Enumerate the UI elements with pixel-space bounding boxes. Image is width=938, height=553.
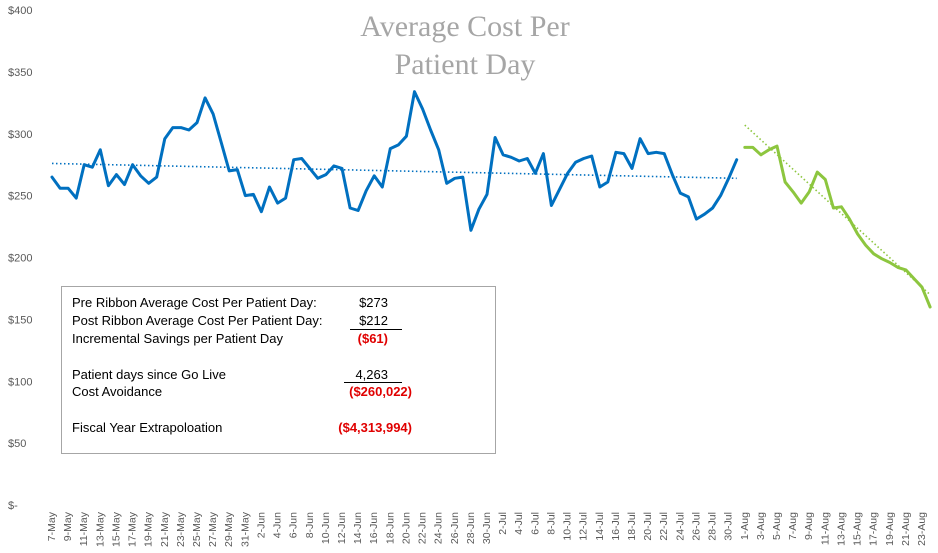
- x-tick-label: 30-Jun: [481, 512, 493, 544]
- x-tick-label: 17-Aug: [868, 512, 880, 546]
- x-tick-label: 9-Aug: [803, 512, 815, 540]
- y-tick-label: $150: [8, 314, 32, 326]
- x-tick-label: 13-Aug: [835, 512, 847, 546]
- pre-ribbon-value: $273: [359, 295, 388, 310]
- x-tick-label: 15-May: [110, 511, 122, 547]
- x-tick-label: 7-Aug: [787, 512, 799, 540]
- x-tick-label: 29-May: [223, 511, 235, 547]
- x-tick-label: 6-Jul: [529, 512, 541, 535]
- x-tick-label: 12-Jun: [336, 512, 348, 544]
- x-tick-label: 4-Jul: [513, 512, 525, 535]
- pre-ribbon-label: Pre Ribbon Average Cost Per Patient Day:: [72, 295, 317, 310]
- x-tick-label: 10-Jul: [562, 512, 574, 541]
- x-tick-label: 4-Jun: [272, 512, 284, 538]
- x-tick-label: 12-Jul: [578, 512, 590, 541]
- y-axis-ticks: $- $50 $100 $150 $200 $250 $300 $350 $400: [8, 5, 32, 512]
- fy-extrapolation-label: Fiscal Year Extrapoloation: [72, 420, 223, 435]
- x-tick-label: 25-May: [191, 511, 203, 547]
- x-tick-label: 14-Jun: [352, 512, 364, 544]
- x-tick-label: 28-Jun: [465, 512, 477, 544]
- x-axis-ticks: 7-May 9-May 11-May 13-May 15-May 17-May 19-May…: [46, 511, 928, 547]
- y-tick-label: $250: [8, 191, 32, 203]
- x-tick-label: 9-May: [62, 511, 74, 541]
- cost-avoidance-value: ($260,022): [349, 384, 412, 399]
- x-tick-label: 19-Aug: [884, 512, 896, 546]
- x-tick-label: 23-Aug: [916, 512, 928, 546]
- x-tick-label: 18-Jun: [384, 512, 396, 544]
- x-tick-label: 26-Jun: [449, 512, 461, 544]
- x-tick-label: 1-Aug: [739, 512, 751, 540]
- x-tick-label: 28-Jul: [707, 512, 719, 541]
- post-ribbon-underline: [350, 329, 402, 330]
- x-tick-label: 23-May: [175, 511, 187, 547]
- trendlines: [51, 124, 931, 296]
- x-tick-label: 24-Jun: [433, 512, 445, 544]
- pre-series-line: [50, 90, 739, 232]
- x-tick-label: 30-Jul: [723, 512, 735, 541]
- x-tick-label: 13-May: [94, 511, 106, 547]
- x-tick-label: 16-Jul: [610, 512, 622, 541]
- x-tick-label: 11-May: [78, 511, 90, 546]
- x-tick-label: 11-Aug: [819, 512, 831, 545]
- x-tick-label: 14-Jul: [594, 512, 606, 541]
- y-tick-label: $200: [8, 253, 32, 265]
- y-tick-label: $300: [8, 129, 32, 141]
- x-tick-label: 2-Jun: [255, 512, 267, 538]
- patient-days-label: Patient days since Go Live: [72, 367, 226, 382]
- chart-title-line-2: Patient Day: [395, 48, 536, 81]
- x-tick-label: 18-Jul: [626, 512, 638, 541]
- fy-extrapolation-value: ($4,313,994): [338, 420, 412, 435]
- x-tick-label: 8-Jun: [304, 512, 316, 538]
- x-tick-label: 17-May: [127, 511, 139, 547]
- post-ribbon-value: $212: [359, 313, 388, 328]
- series-lines: [50, 90, 932, 309]
- x-tick-label: 26-Jul: [690, 512, 702, 541]
- chart-title-line-1: Average Cost Per: [360, 10, 569, 43]
- savings-summary-box: Pre Ribbon Average Cost Per Patient Day:…: [61, 286, 496, 454]
- savings-value: ($61): [357, 331, 388, 346]
- x-tick-label: 21-May: [159, 511, 171, 547]
- x-tick-label: 15-Aug: [852, 512, 864, 546]
- x-tick-label: 22-Jul: [658, 512, 670, 541]
- x-tick-label: 16-Jun: [368, 512, 380, 544]
- x-tick-label: 24-Jul: [674, 512, 686, 541]
- x-tick-label: 2-Jul: [497, 512, 509, 535]
- x-tick-label: 19-May: [143, 511, 155, 547]
- x-tick-label: 10-Jun: [320, 512, 332, 544]
- x-tick-label: 21-Aug: [900, 512, 912, 546]
- x-tick-label: 6-Jun: [288, 512, 300, 538]
- cost-avoidance-label: Cost Avoidance: [72, 384, 163, 399]
- x-tick-label: 20-Jul: [642, 512, 654, 541]
- post-series-line: [743, 144, 932, 309]
- x-tick-label: 20-Jun: [400, 512, 412, 544]
- patient-days-value: 4,263: [355, 367, 388, 382]
- y-tick-label: $400: [8, 5, 32, 17]
- y-tick-label: $100: [8, 376, 32, 388]
- post-ribbon-label: Post Ribbon Average Cost Per Patient Day…: [72, 313, 323, 328]
- y-tick-label: $50: [8, 438, 26, 450]
- x-tick-label: 22-Jun: [417, 512, 429, 544]
- savings-label: Incremental Savings per Patient Day: [72, 331, 283, 346]
- y-tick-label: $350: [8, 67, 32, 79]
- x-tick-label: 7-May: [46, 511, 58, 541]
- x-tick-label: 31-May: [239, 511, 251, 547]
- x-tick-label: 5-Aug: [771, 512, 783, 540]
- x-tick-label: 3-Aug: [755, 512, 767, 540]
- x-tick-label: 8-Jul: [545, 512, 557, 535]
- x-tick-label: 27-May: [207, 511, 219, 547]
- y-tick-label: $-: [8, 500, 18, 512]
- patient-days-underline: [344, 382, 402, 383]
